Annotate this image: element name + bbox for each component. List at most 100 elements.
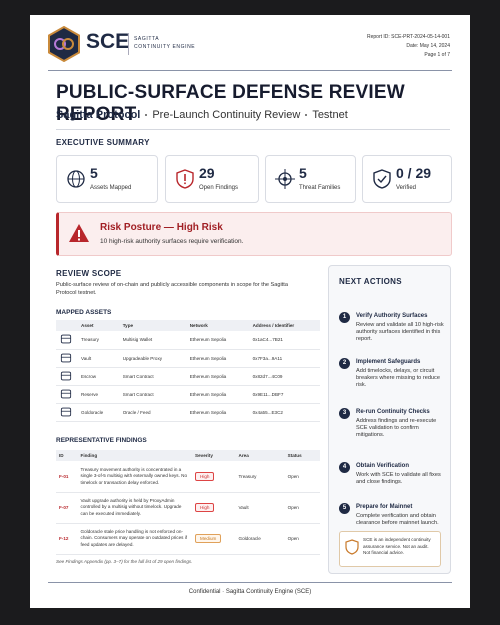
title: PUBLIC-SURFACE DEFENSE REVIEW REPORT <box>56 82 405 125</box>
asset-cell: Ethereum Sepolia <box>186 331 250 350</box>
header-cell: Asset <box>78 320 120 331</box>
asset-cell: Ethereum Sepolia <box>186 385 250 404</box>
asset-cell: Multisig Wallet <box>119 331 187 350</box>
finding-cell: High <box>192 461 236 493</box>
asset-cell: 0x1aC4...7B21 <box>249 331 320 350</box>
stat-label: Verified <box>396 185 417 191</box>
stat-card: 5 Threat Families <box>265 155 356 203</box>
next-actions: NEXT ACTIONS SCE is an independent conti… <box>328 265 451 574</box>
report-date: Date: May 14, 2024 <box>406 43 450 49</box>
finding-cell: Vault <box>235 492 285 524</box>
action-text: Add timelocks, delays, or circuit breake… <box>356 368 440 388</box>
header-cell: Type <box>119 320 187 331</box>
divider <box>128 33 129 55</box>
asset-cell: Escrow <box>78 367 120 386</box>
asset-cell: Upgradeable Proxy <box>119 349 187 368</box>
header-cell: Address / Identifier <box>249 320 320 331</box>
finding-cell: Treasury movement authority is concentra… <box>77 461 193 493</box>
header-cell: Status <box>284 450 320 461</box>
report-page: SCE SAGITTA CONTINUITY ENGINE Report ID:… <box>30 15 470 608</box>
action-item: 1 Verify Authority Surfaces Review and val… <box>339 312 447 352</box>
asset-cell: 0x7F3a...9A11 <box>249 349 320 368</box>
stat-value: 29 <box>199 165 215 181</box>
asset-icon <box>56 385 78 404</box>
asset-cell: Ethereum Sepolia <box>186 349 250 368</box>
table-heading: MAPPED ASSETS <box>56 309 112 316</box>
finding-cell: Goldoracle <box>235 523 285 555</box>
icon <box>373 169 391 189</box>
logo-mark <box>48 26 80 62</box>
icon <box>60 334 72 344</box>
asset-row: Vault Upgradeable Proxy Ethereum Sepolia 0x… <box>56 349 320 368</box>
action-text: Address findings and re-execute SCE vali… <box>356 418 437 438</box>
icon <box>60 371 72 380</box>
finding-cell: Open <box>284 523 320 555</box>
asset-cell: Reserve <box>78 385 120 404</box>
asset-icon <box>56 367 78 386</box>
rule <box>48 70 452 71</box>
stat-label: Open Findings <box>199 185 239 191</box>
action-item: 2 Implement Safeguards Add timelocks, dela… <box>339 358 447 398</box>
section-heading: REVIEW SCOPE <box>56 269 122 278</box>
severity-badge: High <box>195 503 215 512</box>
action-title: Verify Authority Surfaces <box>356 313 428 319</box>
header-cell: ID <box>56 450 78 461</box>
stat-value: 5 <box>299 165 307 181</box>
icon <box>60 389 72 398</box>
stat-card: 5 Assets Mapped <box>56 155 158 203</box>
asset-row: Reserve Smart Contract Ethereum Sepolia 0x9… <box>56 385 320 404</box>
finding-cell: Vault upgrade authority is held by Proxy… <box>77 492 193 524</box>
findings-table: ID Finding Severity Area Status F-01 Treasury … <box>56 450 320 555</box>
section-heading: EXECUTIVE SUMMARY <box>56 138 150 147</box>
icon <box>60 353 72 362</box>
action-item: 5 Prepare for Mainnet Complete verificatio… <box>339 503 447 543</box>
icon <box>275 169 295 189</box>
footer: Confidential · Sagitta Continuity Engine… <box>188 589 312 595</box>
severity-badge: Medium <box>195 534 222 543</box>
asset-cell: 0x82d7...4C09 <box>249 367 320 386</box>
logo-text: SCE <box>86 30 130 53</box>
brand-line: CONTINUITY ENGINE <box>134 44 196 50</box>
stat-label: Threat Families <box>299 185 341 191</box>
findings-note: See Findings Appendix (pp. 3–7) for the … <box>56 559 193 564</box>
stat-value: 5 <box>90 165 98 181</box>
rule <box>48 582 452 583</box>
asset-cell: Vault <box>78 349 120 368</box>
severity-badge: High <box>195 471 215 481</box>
finding-cell: F-01 <box>56 461 78 493</box>
finding-cell: Medium <box>192 523 236 555</box>
asset-icon <box>56 403 78 422</box>
rule <box>56 129 450 130</box>
action-title: Obtain Verification <box>356 463 410 469</box>
stat-label: Assets Mapped <box>90 185 132 191</box>
action-title: Re-run Continuity Checks <box>356 409 430 415</box>
disclaimer-box: SCE is an independent continuity assuran… <box>339 531 441 567</box>
separator <box>305 114 308 117</box>
action-number: 3 <box>339 408 350 419</box>
icon <box>60 407 72 416</box>
action-item: 3 Re-run Continuity Checks Address finding… <box>339 408 447 448</box>
asset-cell: 0x9E11...DBF7 <box>249 385 320 404</box>
finding-cell: Open <box>284 461 320 493</box>
finding-cell: High <box>192 492 236 524</box>
report-id: Report ID: SCE-PRT-2024-05-14-001 <box>366 34 450 40</box>
review-type: Pre-Launch Continuity Review <box>152 109 301 121</box>
action-title: Prepare for Mainnet <box>356 504 413 510</box>
finding-cell: Open <box>284 492 320 524</box>
disclaimer: SCE is an independent continuity assuran… <box>363 537 431 555</box>
section-heading: NEXT ACTIONS <box>339 277 402 286</box>
risk-banner: Risk Posture — High Risk 10 high-risk au… <box>56 212 452 256</box>
warning-icon <box>69 224 89 242</box>
page-number: Page 1 of 7 <box>424 52 450 58</box>
risk-text: 10 high-risk authority surfaces require … <box>100 238 244 245</box>
asset-row: Escrow Smart Contract Ethereum Sepolia 0x82… <box>56 367 320 386</box>
table-heading: REPRESENTATIVE FINDINGS <box>56 437 147 444</box>
scope-text: Public-surface review of on-chain and pu… <box>56 282 288 296</box>
header-row: ID Finding Severity Area Status <box>56 450 320 461</box>
asset-icon <box>56 349 78 368</box>
action-text: Complete verification and obtain clearan… <box>356 513 439 526</box>
shield-icon <box>345 539 359 555</box>
stat-card: 29 Open Findings <box>165 155 259 203</box>
finding-row: F-12 Goldoracle stale price handling is n… <box>56 523 320 555</box>
